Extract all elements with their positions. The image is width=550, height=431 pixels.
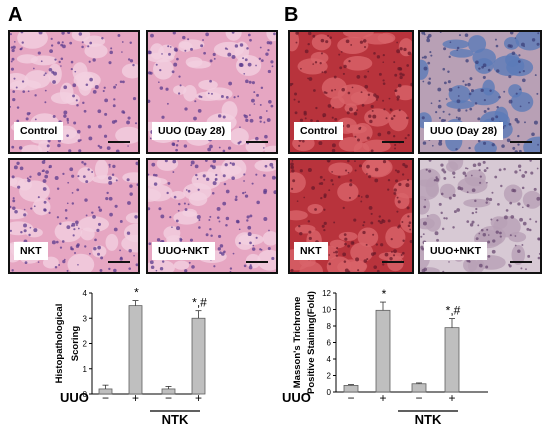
uuo-sign: −: [415, 391, 422, 405]
bar: [98, 388, 113, 395]
micrograph-label: NKT: [14, 242, 48, 260]
tissue-texture: [10, 32, 138, 152]
y-tick-label: 3: [83, 314, 88, 323]
scale-bar: [246, 141, 268, 143]
y-tick-label: 8: [327, 322, 332, 331]
scale-bar: [246, 261, 268, 263]
y-tick-label: 2: [327, 372, 332, 381]
y-tick-label: 12: [322, 289, 331, 298]
uuo-sign: −: [165, 391, 172, 405]
bar: [161, 388, 176, 395]
y-tick-label: 4: [83, 289, 88, 298]
y-axis-label: Scoring: [70, 326, 81, 362]
scale-bar: [108, 261, 130, 263]
masson-trichrome-chart: 0 2 4 6 8 10 12 Masson's Trichrome Positive Stai…: [282, 287, 488, 427]
bar: [191, 317, 206, 395]
micrograph-label: UUO+NKT: [424, 242, 488, 260]
uuo-sign: +: [195, 391, 202, 405]
group-label: NTK: [162, 412, 189, 427]
y-tick-label: 4: [327, 355, 332, 364]
he-nkt-micrograph: NKT: [8, 158, 140, 274]
histopathological-scoring-chart: 0 1 2 3 4 Histopathological Scoring − * + − *,# + UUO…: [54, 286, 207, 427]
bar: [375, 309, 391, 393]
tissue-texture: [290, 32, 412, 152]
tissue-texture: [290, 160, 412, 272]
y-axis-label: Positive Staining(Fold): [306, 291, 317, 394]
micrograph-label: UUO (Day 28): [152, 122, 232, 140]
y-tick-label: 10: [322, 306, 331, 315]
uuo-sign: +: [448, 391, 455, 405]
y-tick-label: 2: [83, 340, 88, 349]
significance-mark: *: [382, 287, 387, 301]
y-tick-label: 6: [327, 339, 332, 348]
uuo-sign: +: [379, 391, 386, 405]
scale-bar: [108, 141, 130, 143]
significance-mark: *: [134, 286, 139, 300]
micrograph-label: NKT: [294, 242, 328, 260]
significance-mark: *,#: [192, 296, 207, 310]
group-label: NTK: [415, 412, 442, 427]
he-control-micrograph: Control: [8, 30, 140, 154]
scale-bar: [510, 261, 532, 263]
uuo-row-label: UUO: [282, 390, 311, 405]
y-tick-label: 0: [83, 390, 88, 399]
masson-uuo-micrograph: UUO (Day 28): [418, 30, 542, 154]
he-uuo-micrograph: UUO (Day 28): [146, 30, 278, 154]
uuo-row-label: UUO: [60, 390, 89, 405]
micrograph-label: UUO+NKT: [152, 242, 216, 260]
y-tick-label: 0: [327, 388, 332, 397]
he-uuo-nkt-micrograph: UUO+NKT: [146, 158, 278, 274]
masson-nkt-micrograph: NKT: [288, 158, 414, 274]
panel-letter-a: A: [8, 4, 23, 26]
micrograph-label: Control: [294, 122, 344, 140]
bar: [128, 305, 143, 395]
scale-bar: [510, 141, 532, 143]
panel-letter-b: B: [284, 4, 299, 26]
scale-bar: [382, 141, 404, 143]
bar: [444, 327, 460, 393]
scale-bar: [382, 261, 404, 263]
uuo-sign: +: [132, 391, 139, 405]
y-axis-label: Histopathological: [54, 304, 65, 384]
uuo-sign: −: [102, 391, 109, 405]
masson-control-micrograph: Control: [288, 30, 414, 154]
uuo-sign: −: [347, 391, 354, 405]
significance-mark: *,#: [446, 304, 461, 318]
y-axis-label: Masson's Trichrome: [292, 297, 303, 388]
micrograph-label: UUO (Day 28): [424, 122, 504, 140]
masson-uuo-nkt-micrograph: UUO+NKT: [418, 158, 542, 274]
micrograph-label: Control: [14, 122, 64, 140]
y-tick-label: 1: [83, 365, 88, 374]
